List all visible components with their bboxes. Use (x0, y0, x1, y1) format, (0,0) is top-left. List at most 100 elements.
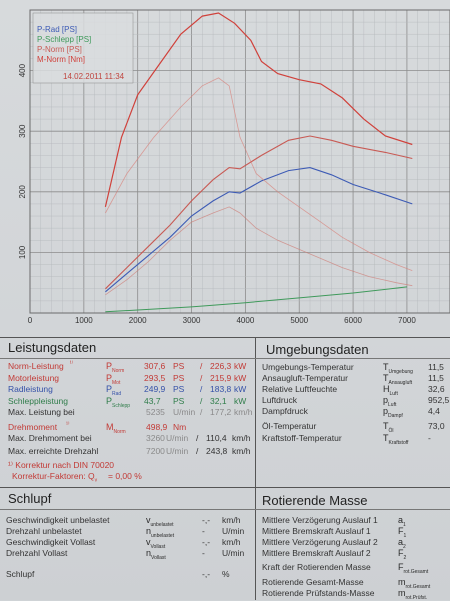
schlupf-value: -,- (202, 515, 211, 525)
separator: / (200, 407, 203, 417)
leistung-unit-2: kW (234, 384, 247, 394)
rotierende-symbol-letter: a (398, 515, 404, 525)
leistung-row-label: Motorleistung (8, 372, 60, 383)
schlupf-title: Schlupf (8, 491, 52, 506)
schlupf-row-label: Geschwindigkeit unbelastet (6, 515, 110, 525)
umgebung-symbol-letter: p (383, 406, 389, 416)
umgebung-value: 11,5 (428, 373, 444, 383)
umgebung-value: 32,6 (428, 384, 445, 394)
drehmoment-symbol-letter: M (106, 422, 114, 432)
leistung-unit-2: kW (234, 395, 247, 406)
schlupf-symbol-letter: n (146, 548, 152, 558)
korrektur-note: ¹⁾ Korrektur nach DIN 70020 (8, 460, 115, 470)
schlupf-symbol: vunbelastet (146, 515, 174, 528)
schlupf-symbol-letter: v (146, 515, 151, 525)
schlupf-value: -,- (202, 537, 211, 547)
umgebung-row-label: Luftdruck (262, 395, 297, 405)
korrektur-subscript: v (94, 477, 98, 484)
umgebung-symbol: pLuft (383, 395, 396, 408)
leistung-unit: PS (173, 361, 185, 371)
plot-frame (29, 9, 450, 314)
umgebung-symbol: TUmgebung (383, 362, 413, 375)
rotierende-row-label: Rotierende Gesamt-Masse (262, 577, 364, 587)
schlupf-row-label: Geschwindigkeit Vollast (6, 537, 96, 547)
umgebung-value: 11,5 (428, 362, 444, 372)
rotierende-symbol-letter: F (398, 548, 404, 558)
leistung-row-label: Radleistung (8, 384, 53, 394)
section-divider (0, 487, 450, 488)
schlupf-row-label: Drehzahl unbelastet (6, 526, 82, 536)
max-drehzahl-label: Max. erreichte Drehzahl (8, 446, 99, 456)
footnote-mark: ¹⁾ (66, 422, 70, 428)
leistung-unit-2: kW (234, 361, 247, 371)
chart-legend: P-Rad [PS]P-Schlepp [PS]P-Norm [PS]M-Nor… (32, 12, 134, 84)
max-drehmoment-rpm: 3260 (146, 433, 165, 443)
rotierende-symbol: Frot.Gesamt (398, 562, 428, 575)
leistung-symbol: PNorm (106, 361, 124, 374)
schlupf-symbol: vVollast (146, 537, 165, 550)
leistung-value: 307,6 (144, 361, 166, 371)
umgebung-symbol: TÖl (383, 421, 394, 434)
legend-entry: P-Schlepp [PS] (37, 35, 91, 44)
schlupf-value: - (202, 548, 205, 558)
rotierende-symbol-letter: m (398, 577, 406, 587)
rotierende-row-label: Rotierende Prüfstands-Masse (262, 588, 375, 598)
umgebung-symbol-letter: T (383, 362, 389, 372)
x-tick-label: 2000 (129, 316, 147, 325)
umgebung-row-label: Umgebungs-Temperatur (262, 362, 354, 372)
legend-entry: P-Norm [PS] (37, 45, 82, 54)
max-drehmoment-label: Max. Drehmoment bei (8, 433, 92, 443)
rotierende-symbol-subscript: rot.Gesamt (403, 568, 429, 575)
umgebung-value: - (428, 433, 431, 443)
max-drehzahl-speed-unit: km/h (232, 446, 251, 456)
legend-box (32, 12, 134, 84)
section-divider (0, 509, 450, 510)
rotierende-symbol: F2 (398, 548, 406, 561)
rotierende-symbol: F1 (398, 526, 406, 539)
x-tick-label: 7000 (398, 316, 416, 325)
umgebung-symbol: TAnsaugluft (383, 373, 412, 386)
umgebung-value: 73,0 (428, 421, 445, 431)
max-drehmoment-speed: 110,4 (206, 433, 227, 443)
schlupf-symbol-letter: n (146, 526, 152, 536)
x-tick-label: 1000 (75, 316, 93, 325)
leistung-value: 249,9 (144, 384, 166, 394)
korrektur-value: = 0,00 % (108, 471, 142, 481)
separator: / (200, 372, 203, 383)
schlupf-symbol-letter: v (146, 537, 151, 547)
umgebung-symbol: TKraftstoff (383, 433, 408, 446)
umgebung-symbol: pDampf (383, 406, 403, 419)
umgebung-symbol-letter: T (383, 421, 389, 431)
rotierende-symbol-subscript: 1 (403, 532, 407, 539)
schlupf-row-label: Drehzahl Vollast (6, 548, 68, 558)
leistung-row-label: Schleppleistung (8, 395, 69, 406)
schlupf-value: -,- (202, 569, 211, 579)
umgebung-title: Umgebungsdaten (266, 342, 369, 357)
leistung-symbol-letter: P (106, 384, 113, 394)
series-line-extra-5 (105, 206, 413, 296)
schlupf-symbol-subscript: Vollast (150, 543, 166, 550)
leistung-row-label: Norm-Leistung (8, 361, 64, 371)
leistung-unit: PS (173, 384, 185, 394)
leistung-value: 293,5 (144, 372, 166, 383)
legend-date: 14.02.2011 11:34 (63, 72, 125, 81)
rotierende-row-label: Mittlere Bremskraft Auslauf 2 (262, 548, 371, 558)
y-tick-label: 200 (18, 185, 27, 199)
rotierende-symbol: mrot.Prüfst. (398, 588, 427, 601)
rotierende-row-label: Mittlere Verzögerung Auslauf 1 (262, 515, 378, 525)
x-tick-label: 0 (28, 316, 33, 325)
column-divider (255, 487, 256, 600)
series-line-m-norm-nm (104, 12, 413, 208)
umgebung-symbol-letter: H (383, 384, 390, 394)
leistung-value: 5235 (146, 407, 165, 417)
leistung-value-2: 177,2 (210, 407, 232, 417)
rotierende-symbol-letter: a (398, 537, 404, 547)
separator: / (196, 433, 199, 443)
rotierende-symbol-subscript: rot.Prüfst. (405, 594, 428, 601)
footnote-mark: ¹⁾ (69, 361, 74, 367)
y-tick-label: 100 (18, 245, 27, 259)
rotierende-symbol: a2 (398, 537, 406, 550)
section-divider (0, 337, 450, 338)
umgebung-symbol-letter: T (383, 433, 389, 443)
x-tick-label: 3000 (183, 316, 201, 325)
